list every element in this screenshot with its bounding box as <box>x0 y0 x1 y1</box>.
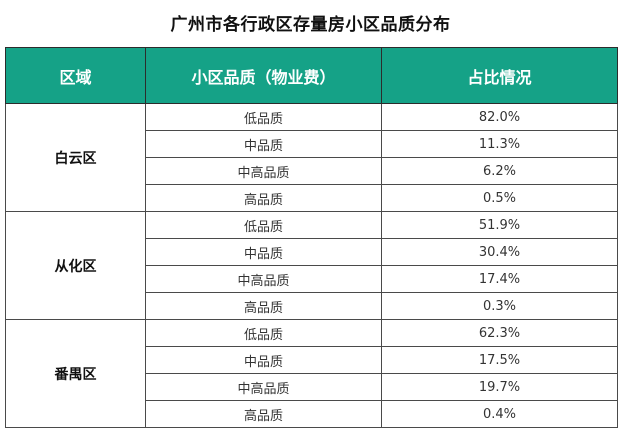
quality-cell: 低品质 <box>145 103 382 131</box>
table-row: 中高品质 19.7% <box>6 373 618 401</box>
quality-cell: 中高品质 <box>145 265 382 293</box>
table-row: 中品质 30.4% <box>6 238 618 266</box>
table-row: 番禺区 低品质 62.3% <box>5 319 618 428</box>
table-row: 高品质 0.4% <box>6 400 618 428</box>
quality-distribution-table: 区域 小区品质（物业费） 占比情况 白云区 低品质 82.0% 中品质 11.3… <box>5 47 618 428</box>
share-cell: 51.9% <box>381 211 618 239</box>
table-row: 中品质 11.3% <box>6 130 618 158</box>
quality-cell: 中品质 <box>145 130 382 158</box>
quality-cell: 高品质 <box>145 184 382 212</box>
table-row: 中高品质 17.4% <box>6 265 618 293</box>
quality-cell: 低品质 <box>145 319 382 347</box>
share-cell: 82.0% <box>381 103 618 131</box>
quality-cell: 中高品质 <box>145 373 382 401</box>
quality-cell: 高品质 <box>145 400 382 428</box>
header-share: 占比情况 <box>381 47 618 104</box>
header-quality: 小区品质（物业费） <box>145 47 382 104</box>
district-cell: 白云区 <box>5 103 146 212</box>
share-cell: 30.4% <box>381 238 618 266</box>
district-cell: 从化区 <box>5 211 146 320</box>
share-cell: 0.3% <box>381 292 618 320</box>
share-cell: 6.2% <box>381 157 618 185</box>
share-cell: 0.4% <box>381 400 618 428</box>
quality-cell: 高品质 <box>145 292 382 320</box>
table-header-row: 区域 小区品质（物业费） 占比情况 <box>5 47 618 104</box>
table-row: 中品质 17.5% <box>6 346 618 374</box>
quality-cell: 中品质 <box>145 238 382 266</box>
table-row: 高品质 0.5% <box>6 184 618 212</box>
share-cell: 17.4% <box>381 265 618 293</box>
share-cell: 0.5% <box>381 184 618 212</box>
share-cell: 19.7% <box>381 373 618 401</box>
table-row: 高品质 0.3% <box>6 292 618 320</box>
table-row: 白云区 低品质 82.0% <box>5 103 618 212</box>
share-cell: 11.3% <box>381 130 618 158</box>
quality-cell: 中品质 <box>145 346 382 374</box>
share-cell: 17.5% <box>381 346 618 374</box>
share-cell: 62.3% <box>381 319 618 347</box>
quality-cell: 中高品质 <box>145 157 382 185</box>
table-row: 从化区 低品质 51.9% <box>5 211 618 320</box>
district-cell: 番禺区 <box>5 319 146 428</box>
quality-cell: 低品质 <box>145 211 382 239</box>
table-row: 中高品质 6.2% <box>6 157 618 185</box>
page-title: 广州市各行政区存量房小区品质分布 <box>170 15 451 35</box>
header-district: 区域 <box>5 47 146 104</box>
